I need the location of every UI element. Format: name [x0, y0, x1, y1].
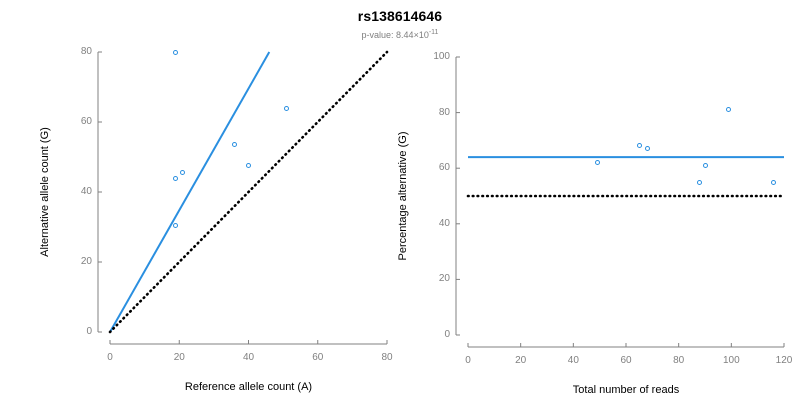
right-y-tick-label: 20 — [438, 273, 450, 285]
left-x-tick-label: 0 — [107, 352, 113, 363]
data-point — [173, 49, 179, 55]
left-x-tick-label: 40 — [242, 352, 255, 363]
data-point — [697, 179, 703, 185]
page-title: rs138614646 — [357, 8, 443, 24]
right-x-tick-label: 80 — [673, 355, 685, 366]
data-point — [246, 163, 251, 169]
left-x-tick-label: 80 — [381, 352, 393, 363]
right-y-tick-label: 60 — [438, 162, 450, 174]
right-y-tick-label: 40 — [438, 217, 450, 229]
data-point — [726, 107, 732, 113]
data-point — [180, 170, 186, 176]
pvalue-text: p-value: 8.44×10 — [361, 30, 429, 40]
title-block: rs138614646 p-value: 8.44×10-11 — [0, 0, 800, 40]
data-point — [636, 143, 642, 149]
right-x-tick-label: 40 — [567, 355, 579, 366]
right-x-tick-label: 60 — [620, 355, 632, 366]
data-point — [594, 160, 600, 166]
right-y-axis-title: Percentage alternative (G) — [397, 131, 409, 261]
left-y-tick-label: 60 — [80, 116, 92, 127]
data-point — [173, 175, 179, 181]
data-point — [173, 222, 179, 228]
data-point — [644, 146, 650, 152]
right-y-tick-label: 80 — [438, 106, 450, 118]
right-x-tick-label: 100 — [722, 355, 740, 366]
left-y-tick-label: 20 — [80, 256, 92, 267]
right-x-tick-label: 20 — [515, 355, 527, 366]
right-x-axis-title: Total number of reads — [572, 384, 680, 396]
data-point — [702, 162, 708, 168]
data-point — [770, 179, 776, 185]
left-x-tick-label: 20 — [173, 352, 185, 363]
left-x-axis-title: Reference allele count (A) — [184, 381, 313, 393]
right-x-tick-label: 0 — [465, 355, 471, 366]
data-point — [284, 105, 290, 111]
left-x-tick-label: 60 — [312, 352, 324, 363]
left-y-tick-label: 0 — [86, 326, 92, 337]
right-x-tick-label: 120 — [775, 355, 793, 366]
fitted-line — [109, 51, 271, 333]
reference-diagonal — [108, 50, 389, 334]
pvalue-subtitle: p-value: 8.44×10-11 — [0, 23, 800, 40]
right-y-tick-label: 0 — [444, 329, 450, 340]
pvalue-exponent: -11 — [428, 29, 439, 36]
left-y-tick-label: 80 — [80, 46, 92, 57]
data-point — [232, 142, 238, 148]
left-y-tick-label: 40 — [80, 186, 92, 197]
right-y-tick-label: 100 — [433, 51, 450, 62]
